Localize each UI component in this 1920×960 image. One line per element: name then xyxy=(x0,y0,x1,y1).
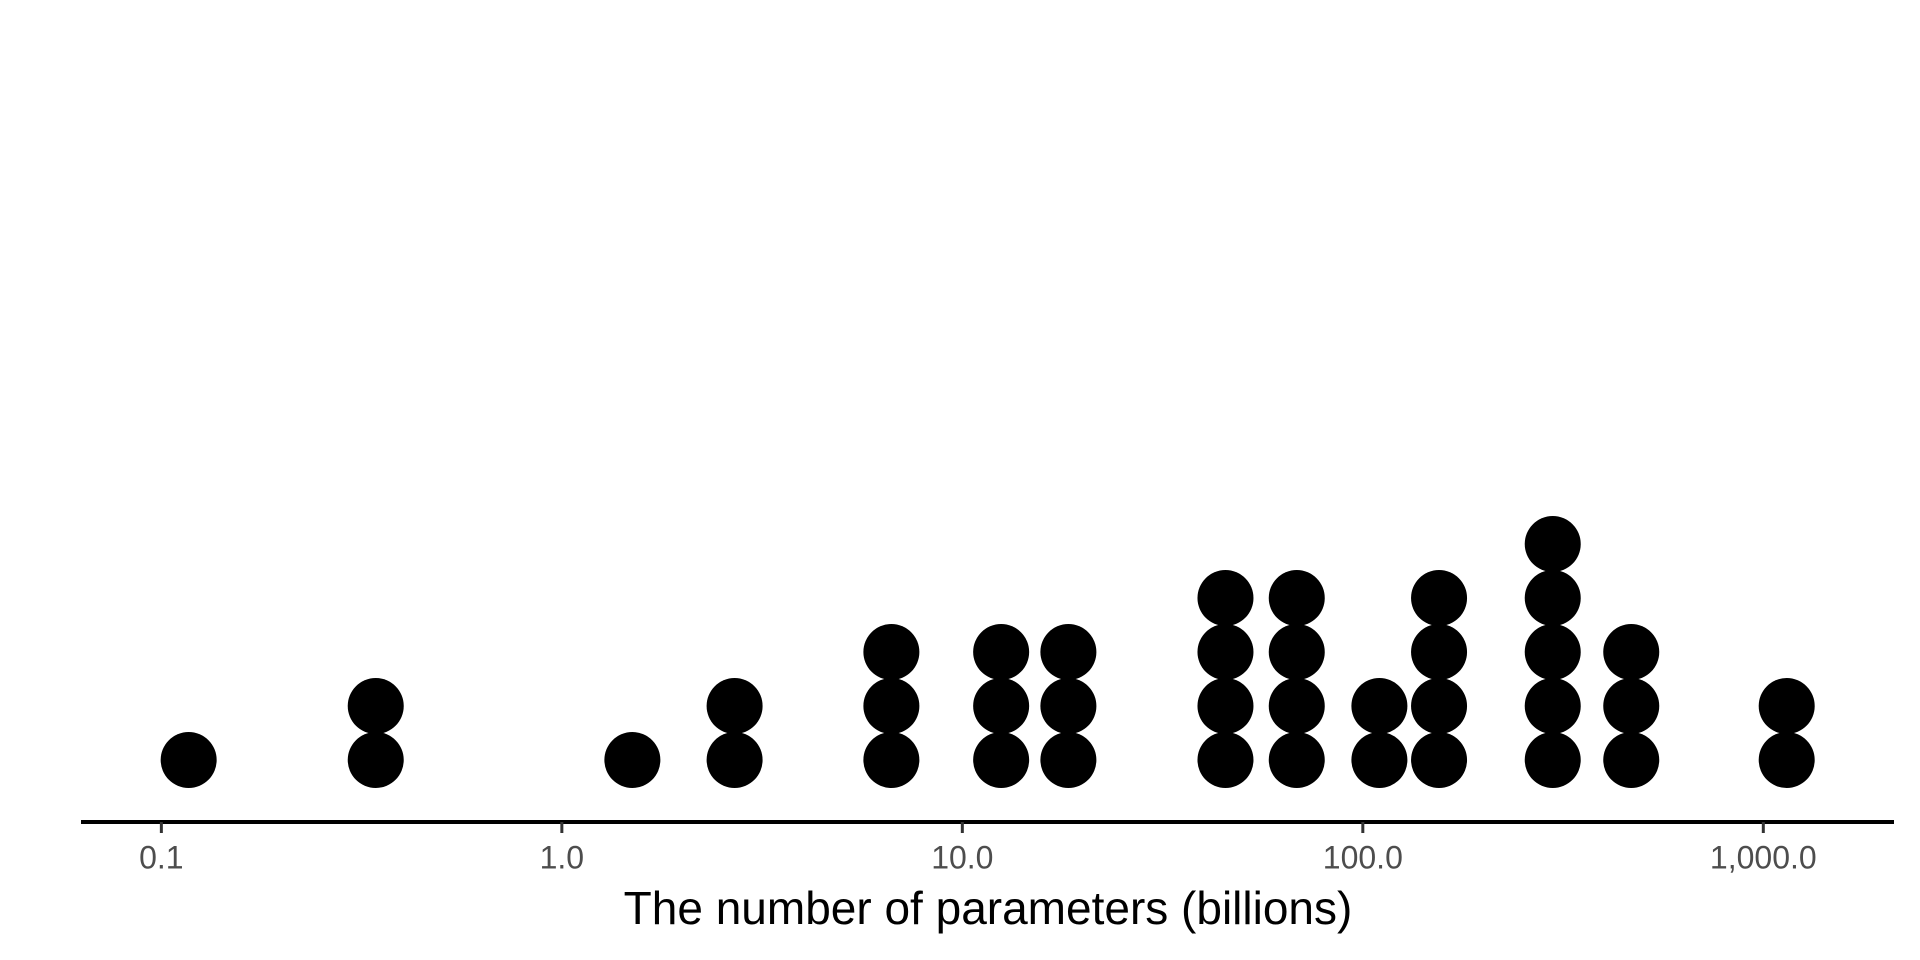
dot xyxy=(1197,570,1254,626)
dot xyxy=(1268,732,1325,788)
dot xyxy=(1040,732,1097,788)
dot xyxy=(863,678,920,734)
dot xyxy=(1411,732,1468,788)
dot xyxy=(706,678,763,734)
dot xyxy=(973,678,1030,734)
dot xyxy=(1411,624,1468,680)
dot xyxy=(1524,678,1581,734)
dot xyxy=(1268,678,1325,734)
dot xyxy=(347,678,404,734)
dot xyxy=(347,732,404,788)
dot xyxy=(1524,570,1581,626)
dot xyxy=(1351,678,1408,734)
dot xyxy=(1524,624,1581,680)
dot xyxy=(973,732,1030,788)
dot xyxy=(863,732,920,788)
x-tick-label: 100.0 xyxy=(1323,839,1403,875)
dot xyxy=(1758,678,1815,734)
dot xyxy=(1758,732,1815,788)
dot xyxy=(160,732,217,788)
x-axis-title: The number of parameters (billions) xyxy=(624,882,1353,934)
dot xyxy=(706,732,763,788)
dot xyxy=(604,732,661,788)
x-tick-label: 0.1 xyxy=(139,839,183,875)
dot xyxy=(1040,678,1097,734)
dot xyxy=(1268,624,1325,680)
dot xyxy=(1351,732,1408,788)
x-tick-label: 1,000.0 xyxy=(1710,839,1817,875)
x-tick-label: 1.0 xyxy=(540,839,584,875)
dot xyxy=(1197,678,1254,734)
dot xyxy=(973,624,1030,680)
dot xyxy=(1411,678,1468,734)
dot xyxy=(1197,624,1254,680)
dot xyxy=(1603,624,1660,680)
dot xyxy=(1268,570,1325,626)
dot xyxy=(1603,732,1660,788)
dot xyxy=(1603,678,1660,734)
dot xyxy=(1524,732,1581,788)
dot xyxy=(1524,516,1581,572)
dot xyxy=(1197,732,1254,788)
dot xyxy=(1411,570,1468,626)
x-tick-label: 10.0 xyxy=(931,839,993,875)
dot xyxy=(1040,624,1097,680)
dot xyxy=(863,624,920,680)
